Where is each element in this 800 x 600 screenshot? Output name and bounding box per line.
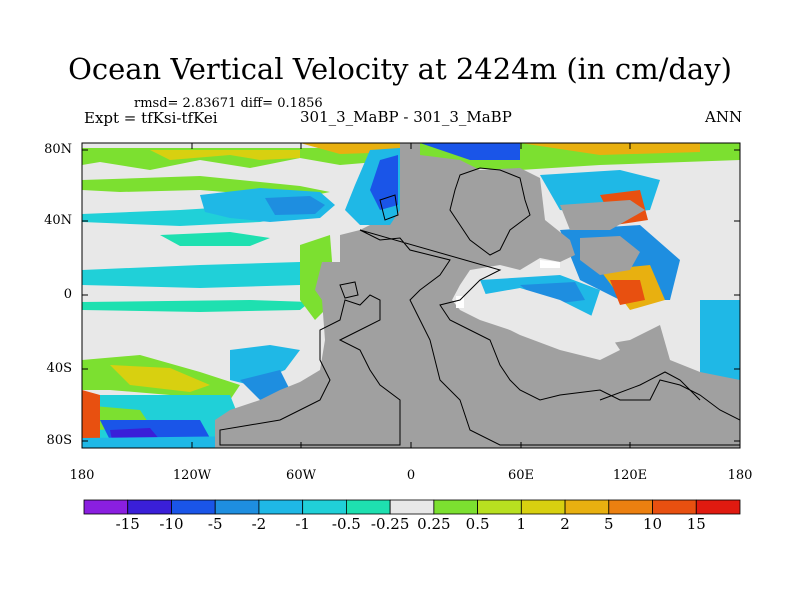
colorbar-box bbox=[695, 499, 741, 515]
lat-label-40n: 40N bbox=[44, 213, 72, 228]
lon-label-120e: 120E bbox=[612, 468, 648, 483]
colorbar-box bbox=[564, 499, 610, 515]
lon-label-0: 0 bbox=[406, 468, 416, 483]
colorbar-label: 1 bbox=[516, 515, 527, 533]
lon-label-120w: 120W bbox=[172, 468, 212, 483]
colorbar-box bbox=[389, 499, 435, 515]
colorbar-box bbox=[477, 499, 522, 515]
colorbar-box bbox=[171, 499, 216, 515]
colorbar-box bbox=[652, 499, 697, 515]
colorbar-box bbox=[608, 499, 653, 515]
season-label: ANN bbox=[705, 108, 743, 126]
colorbar-label: 0.5 bbox=[465, 515, 490, 533]
stats-text: rmsd= 2.83671 diff= 0.1856 bbox=[134, 96, 323, 111]
lat-label-40s: 40S bbox=[46, 361, 72, 376]
map-title: Ocean Vertical Velocity at 2424m (in cm/… bbox=[68, 52, 732, 86]
colorbar bbox=[83, 499, 741, 515]
colorbar-label: -1 bbox=[295, 515, 310, 533]
subtitle: 301_3_MaBP - 301_3_MaBP bbox=[300, 108, 512, 126]
lon-label-180w: 180 bbox=[69, 468, 95, 483]
colorbar-box bbox=[302, 499, 347, 515]
land-mass bbox=[215, 143, 740, 448]
colorbar-label: -15 bbox=[115, 515, 140, 533]
colorbar-box bbox=[214, 499, 260, 515]
coastlines bbox=[219, 167, 740, 446]
colorbar-box bbox=[258, 499, 304, 515]
map-panel bbox=[82, 143, 740, 448]
colorbar-label: -10 bbox=[159, 515, 184, 533]
colorbar-box bbox=[433, 499, 479, 515]
colorbar-label: -2 bbox=[251, 515, 267, 533]
colorbar-box bbox=[127, 499, 172, 515]
experiment-label: Expt = tfKsi-tfKei bbox=[84, 109, 218, 127]
axis-ticks bbox=[81, 143, 741, 448]
colorbar-label: 10 bbox=[642, 515, 663, 533]
lat-label-80s: 80S bbox=[46, 433, 72, 448]
colorbar-label: -0.25 bbox=[370, 515, 410, 533]
colorbar-box bbox=[345, 499, 391, 515]
colorbar-label: 15 bbox=[686, 515, 706, 533]
colorbar-label: -5 bbox=[207, 515, 223, 533]
lon-label-60e: 60E bbox=[507, 468, 535, 483]
colorbar-label: -0.5 bbox=[331, 515, 361, 533]
lon-label-180e: 180 bbox=[727, 468, 753, 483]
colorbar-box bbox=[83, 499, 129, 515]
lat-label-80n: 80N bbox=[44, 142, 72, 157]
colorbar-box bbox=[520, 499, 566, 515]
lat-label-0: 0 bbox=[63, 287, 72, 302]
colorbar-label: 5 bbox=[604, 515, 614, 533]
lon-label-60w: 60W bbox=[286, 468, 316, 483]
colorbar-label: 2 bbox=[560, 515, 570, 533]
colorbar-label: 0.25 bbox=[417, 515, 451, 533]
